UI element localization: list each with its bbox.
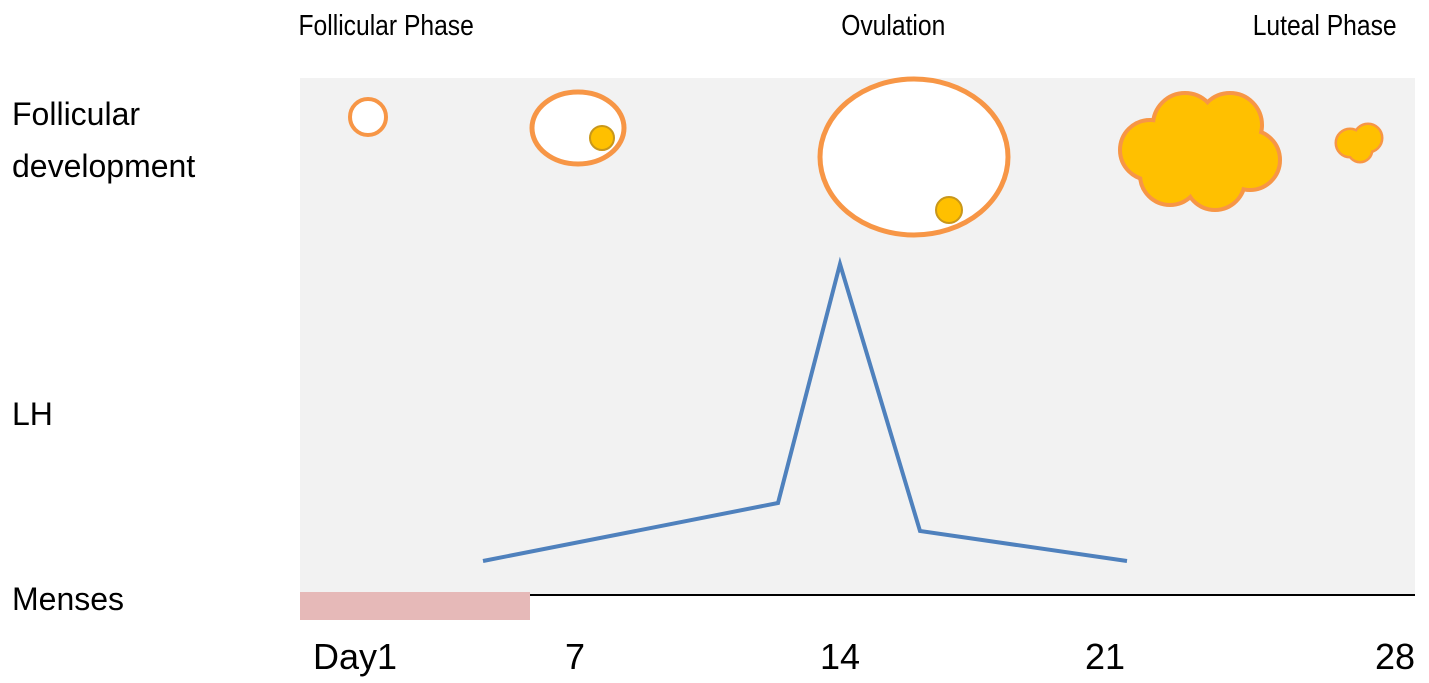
day-label: Day1	[313, 636, 397, 678]
follicle-large	[820, 79, 1008, 235]
phase-label: Follicular Phase	[298, 10, 473, 43]
page: Follicular Phase Ovulation Luteal Phase …	[0, 0, 1429, 683]
oocyte	[936, 197, 962, 223]
phase-label: Luteal Phase	[1253, 10, 1397, 43]
day-label: 21	[1085, 636, 1125, 678]
day-label: 28	[1375, 636, 1415, 678]
day-label: 7	[565, 636, 585, 678]
day-label: 14	[820, 636, 860, 678]
row-label: LH	[12, 388, 53, 440]
row-label: Menses	[12, 573, 124, 625]
follicle-small	[350, 99, 386, 135]
menses-bar	[300, 592, 530, 620]
row-label: Follicular development	[12, 88, 262, 192]
phase-label: Ovulation	[841, 10, 945, 43]
oocyte	[590, 126, 614, 150]
